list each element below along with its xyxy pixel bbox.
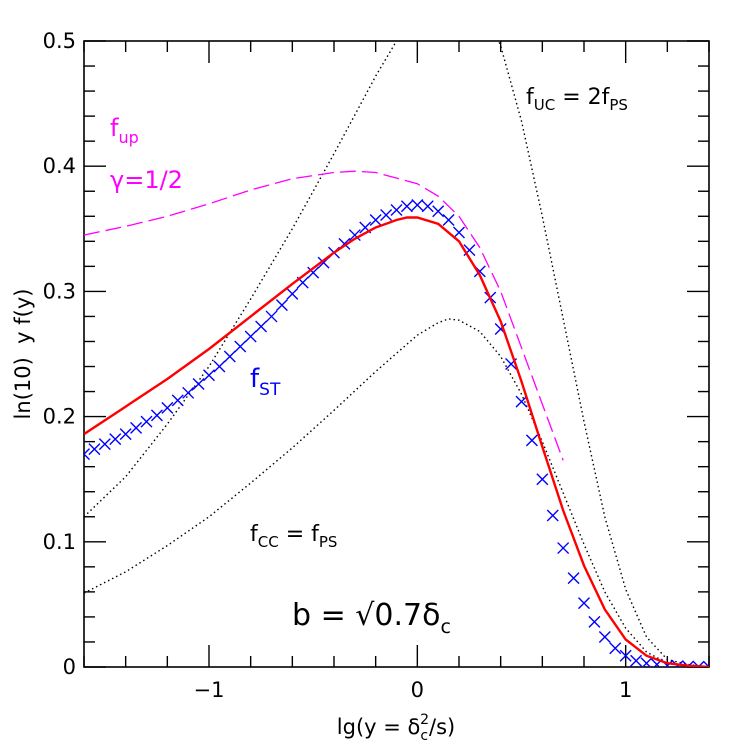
data-point-x-marker xyxy=(348,229,361,242)
annot-f-cc: fCC = fPS xyxy=(250,522,337,551)
series-layer xyxy=(84,41,709,667)
data-point-x-marker xyxy=(265,310,278,323)
data-point-x-marker xyxy=(578,597,590,610)
annot-f-st: fST xyxy=(250,364,281,400)
data-point-x-marker xyxy=(453,226,465,239)
annot-b: b = √0.7δc xyxy=(292,598,451,638)
data-point-x-marker xyxy=(171,394,184,407)
annot-f-uc: fUC = 2fPS xyxy=(526,85,628,114)
data-point-x-marker xyxy=(557,542,570,555)
data-point-x-marker xyxy=(213,360,226,373)
data-point-x-marker xyxy=(161,401,174,414)
series-4-line xyxy=(84,216,709,667)
data-point-x-marker xyxy=(640,657,653,667)
data-point-x-marker xyxy=(567,572,580,585)
data-point-x-marker xyxy=(400,200,413,213)
data-point-x-marker xyxy=(588,615,601,628)
data-point-x-marker xyxy=(536,473,549,486)
data-point-x-marker xyxy=(369,214,382,227)
plot-frame xyxy=(83,40,710,668)
x-axis-label: lg(y = δc2/s) xyxy=(337,712,455,744)
data-point-x-marker xyxy=(432,205,445,218)
y-tick-label: 0.1 xyxy=(43,530,76,554)
data-point-x-marker xyxy=(442,214,455,227)
data-point-x-marker xyxy=(255,320,268,333)
data-point-x-marker xyxy=(130,421,143,434)
axis-tick-labels: −1 0 1 0 0.1 0.2 0.3 0.4 0.5 xyxy=(43,29,633,702)
data-point-x-marker xyxy=(192,378,205,391)
x-tick-label: 1 xyxy=(619,678,632,702)
data-point-x-marker xyxy=(525,434,538,447)
x-tick-label: 0 xyxy=(411,678,424,702)
y-tick-label: 0 xyxy=(63,655,76,679)
data-point-x-marker xyxy=(671,660,684,667)
data-point-x-marker xyxy=(380,209,393,222)
data-point-x-marker xyxy=(234,340,247,353)
series-2-line xyxy=(84,170,564,461)
y-tick-label: 0.4 xyxy=(43,154,76,178)
data-point-x-marker xyxy=(609,642,622,655)
data-point-x-marker xyxy=(203,369,215,382)
data-point-x-marker xyxy=(390,204,403,217)
data-point-x-marker xyxy=(619,649,632,662)
data-point-x-marker xyxy=(411,199,424,212)
data-point-x-marker xyxy=(546,509,559,522)
data-point-x-marker xyxy=(223,350,236,363)
data-point-x-marker xyxy=(286,287,299,300)
data-point-x-marker xyxy=(307,266,320,279)
y-tick-label: 0.2 xyxy=(43,405,76,429)
data-point-x-marker xyxy=(421,200,434,213)
data-point-x-marker xyxy=(182,386,195,399)
data-point-x-marker xyxy=(109,433,122,446)
data-point-x-marker xyxy=(84,448,90,461)
y-axis-label: ln(10) y f(y) xyxy=(11,289,35,420)
data-point-x-marker xyxy=(244,330,257,343)
axis-ticks xyxy=(83,40,710,668)
data-point-x-marker xyxy=(98,438,111,451)
y-tick-label: 0.5 xyxy=(43,29,76,53)
data-point-x-marker xyxy=(630,654,643,667)
data-point-x-marker xyxy=(703,660,709,667)
data-point-x-marker xyxy=(515,395,528,408)
data-point-x-marker xyxy=(140,415,153,428)
data-point-x-marker xyxy=(598,630,611,643)
annot-f-up: fup xyxy=(110,114,139,147)
y-tick-label: 0.3 xyxy=(43,279,76,303)
annotations: fUC = 2fPS fup γ=1/2 fST fCC = fPS b = √… xyxy=(110,85,628,638)
x-tick-label: −1 xyxy=(194,678,225,702)
data-point-x-marker xyxy=(88,443,101,456)
data-point-x-marker xyxy=(150,409,163,422)
annot-gamma: γ=1/2 xyxy=(110,166,183,194)
data-point-x-marker xyxy=(119,428,132,441)
data-point-x-marker xyxy=(275,299,288,312)
